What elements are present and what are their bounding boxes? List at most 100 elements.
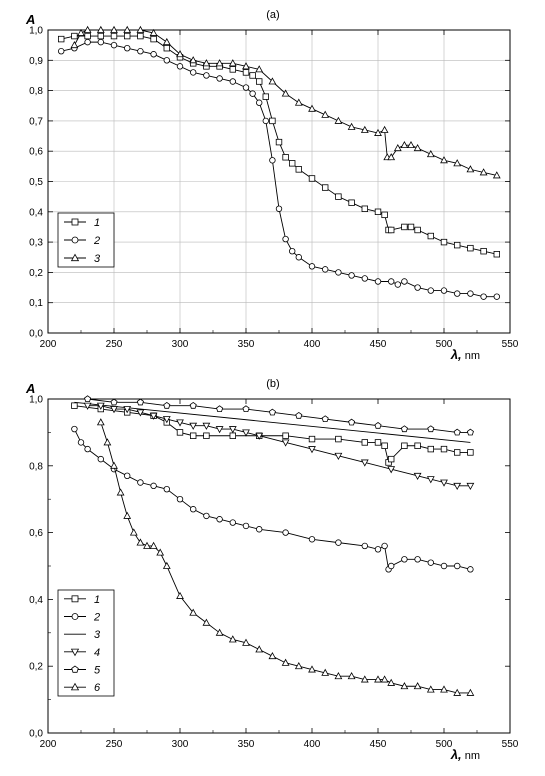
legend: 1 2 3 (57, 212, 115, 268)
legend-box (57, 589, 115, 697)
data-point (71, 32, 78, 40)
data-point (242, 84, 250, 91)
data-point (275, 205, 283, 212)
x-tick-label: 400 (304, 339, 321, 350)
x-tick-label: 400 (304, 739, 321, 750)
y-tick-label: 0,8 (29, 461, 43, 472)
legend-label-6: 6 (94, 682, 101, 694)
data-point (123, 406, 132, 414)
data-point (123, 44, 131, 52)
data-point (394, 281, 401, 288)
data-point (150, 51, 157, 58)
data-point (282, 154, 289, 161)
data-point (466, 482, 475, 491)
data-point (308, 435, 316, 443)
x-tick-label: 500 (436, 339, 453, 350)
data-point (83, 402, 92, 410)
data-point (282, 529, 289, 536)
data-point (229, 519, 236, 526)
data-point (136, 409, 145, 417)
data-point (281, 439, 290, 447)
data-point (281, 89, 290, 97)
data-point (110, 406, 118, 414)
data-point (387, 455, 395, 463)
data-point (308, 446, 316, 454)
data-point (467, 449, 474, 456)
data-point (228, 59, 237, 67)
data-point (380, 125, 389, 133)
data-point (275, 138, 283, 146)
data-point (426, 476, 435, 484)
y-tick-label: 0,2 (29, 268, 43, 279)
x-tick-label: 350 (238, 739, 255, 750)
data-point (401, 223, 408, 231)
data-point (334, 116, 343, 124)
data-point (334, 672, 343, 680)
data-point (110, 32, 118, 40)
legend: 1 2 3 4 5 6 (57, 589, 115, 697)
data-point (348, 418, 356, 426)
data-point (427, 559, 434, 566)
data-point (162, 416, 171, 424)
data-point (453, 428, 461, 436)
data-point (467, 244, 474, 252)
data-point (467, 290, 474, 297)
data-point (189, 56, 198, 64)
panel-a: 200 250 300 350 400 450 500 550 0,0 0,1 0,2 0,3 0,4 0… (25, 9, 519, 362)
data-point (268, 651, 277, 660)
data-point (388, 562, 395, 570)
data-point (242, 405, 250, 413)
data-point (393, 143, 402, 152)
data-point (348, 199, 355, 206)
data-point (216, 516, 223, 523)
data-point (335, 269, 342, 276)
data-point (189, 432, 197, 439)
data-point (216, 75, 223, 82)
data-point (229, 432, 236, 439)
y-tick-label: 1,0 (29, 26, 43, 37)
data-point (453, 688, 462, 696)
data-point (110, 25, 118, 33)
data-point (156, 548, 165, 556)
data-point (347, 122, 356, 130)
series-5 (84, 395, 474, 436)
data-point (360, 125, 369, 133)
legend-label-5: 5 (94, 665, 101, 677)
y-tick-label: 0,4 (29, 207, 43, 218)
x-axis-symbol: λ, (450, 747, 462, 762)
data-point (149, 412, 158, 420)
series-2 (58, 38, 500, 300)
data-point (269, 157, 276, 164)
data-point (427, 445, 434, 453)
data-point (110, 398, 118, 406)
legend-label-2: 2 (93, 612, 100, 624)
data-point (176, 419, 184, 427)
data-point (268, 77, 277, 85)
data-point (77, 28, 85, 36)
data-point (189, 401, 197, 409)
data-point (440, 562, 448, 570)
x-axis-unit: nm (462, 750, 480, 762)
legend-label-4: 4 (94, 647, 100, 659)
x-tick-label: 200 (40, 339, 57, 350)
data-point (380, 675, 389, 683)
data-point (400, 425, 408, 433)
data-point (110, 41, 118, 49)
data-point (401, 278, 408, 285)
data-point (269, 117, 276, 125)
data-point (215, 628, 224, 636)
data-point (374, 208, 382, 215)
data-point (163, 401, 171, 409)
y-tick-label: 0,3 (29, 238, 43, 249)
data-point (466, 688, 475, 696)
data-point (123, 472, 131, 480)
data-point (374, 422, 382, 429)
data-point (137, 32, 144, 40)
data-point (400, 682, 409, 690)
data-point (426, 150, 435, 158)
data-point (242, 62, 250, 70)
data-point (414, 556, 421, 563)
data-point (149, 28, 158, 36)
data-point (360, 675, 369, 683)
